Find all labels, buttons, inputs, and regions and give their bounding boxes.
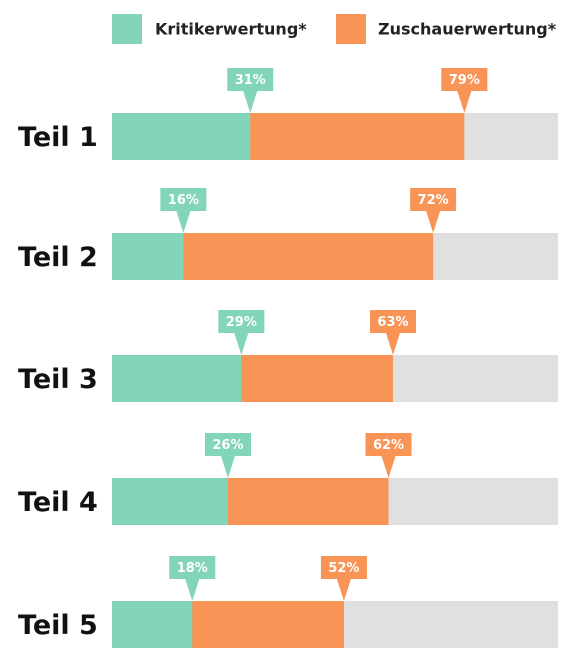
category-label: Teil 2 (18, 242, 98, 273)
value-label: 29% (226, 315, 257, 330)
callout-pointer (220, 456, 235, 478)
value-label: 62% (373, 438, 404, 453)
value-label: 26% (212, 438, 243, 453)
callout-box (169, 556, 216, 579)
callout-pointer (234, 333, 249, 355)
callout-box (227, 68, 274, 91)
value-label: 72% (418, 193, 449, 208)
legend-label: Zuschauerwertung* (378, 20, 557, 39)
category-label: Teil 3 (18, 364, 98, 395)
callout-box (410, 188, 457, 211)
callout-pointer (426, 211, 441, 233)
category-label: Teil 4 (18, 487, 98, 518)
value-label: 79% (449, 73, 480, 88)
callout-pointer (243, 91, 258, 113)
value-label: 31% (235, 73, 266, 88)
callout-pointer (336, 579, 351, 601)
category-label: Teil 5 (18, 610, 98, 641)
callout-box (160, 188, 207, 211)
bar (112, 113, 251, 160)
value-label: 63% (377, 315, 408, 330)
callout-pointer (176, 211, 191, 233)
callout-box (365, 433, 412, 456)
callout-box (320, 556, 367, 579)
callout-pointer (385, 333, 400, 355)
callout-box (369, 310, 416, 333)
callout-pointer (185, 579, 200, 601)
bar (112, 478, 228, 525)
category-label: Teil 1 (18, 122, 98, 153)
bar (112, 233, 184, 280)
bar (112, 601, 193, 648)
bar (112, 355, 242, 402)
callout-box (204, 433, 251, 456)
callout-box (218, 310, 265, 333)
legend-swatch (112, 14, 142, 44)
callout-pointer (457, 91, 472, 113)
callout-pointer (381, 456, 396, 478)
callout-box (441, 68, 488, 91)
value-label: 18% (177, 561, 208, 576)
legend-swatch (336, 14, 366, 44)
value-label: 52% (328, 561, 359, 576)
legend-label: Kritikerwertung* (155, 20, 307, 39)
value-label: 16% (168, 193, 199, 208)
